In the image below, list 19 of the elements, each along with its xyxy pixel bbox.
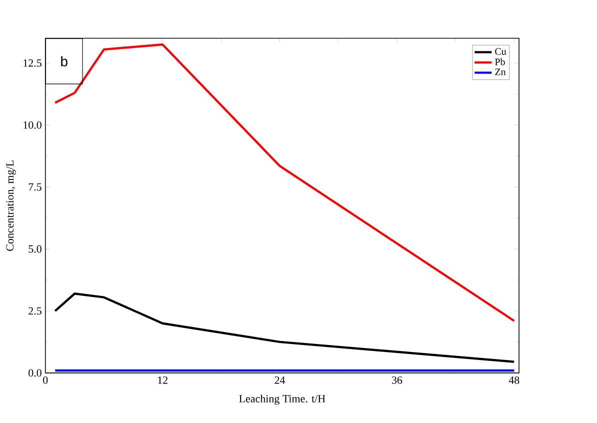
y-tick-label: 7.5 (28, 184, 42, 191)
y-axis-title: Concentration, mg/L (6, 160, 16, 252)
x-tick-label: 36 (392, 376, 402, 384)
line-series (54, 292, 516, 364)
x-tick-label: 48 (508, 376, 520, 384)
legend-label: Zn (495, 68, 506, 76)
x-axis-title: Leaching Time. t/H (239, 394, 326, 405)
line-series (54, 44, 516, 322)
y-tick-label: 0.0 (28, 369, 42, 377)
y-tick-label: 5.0 (28, 245, 42, 253)
x-tick-label: 0 (43, 376, 48, 384)
x-tick-label: 12 (158, 376, 168, 384)
annotation: b (61, 56, 68, 67)
y-tick-label: 12.5 (24, 60, 42, 67)
legend-label: Pb (494, 58, 505, 66)
y-tick-label: 10.0 (24, 122, 42, 129)
legend-label: Cu (495, 48, 506, 56)
x-tick-label: 24 (274, 376, 286, 384)
y-tick-label: 2.5 (28, 307, 42, 315)
